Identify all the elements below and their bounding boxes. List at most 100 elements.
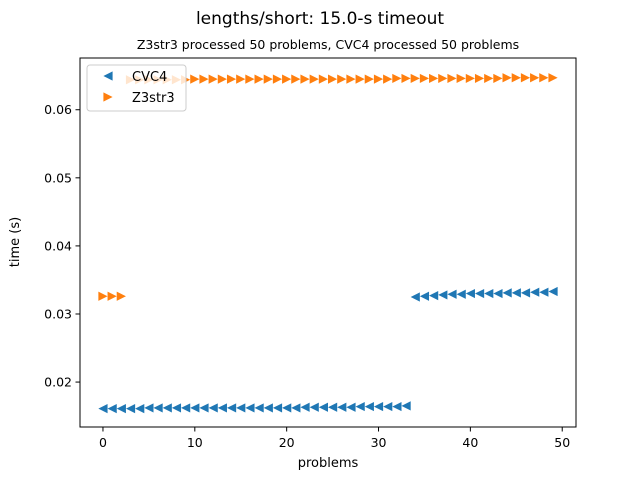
point-cvc4-28 (355, 401, 365, 412)
y-axis-label: time (s) (8, 217, 23, 267)
x-axis-label: problems (298, 456, 359, 471)
point-z3str3-42 (484, 73, 494, 84)
point-cvc4-45 (511, 288, 521, 298)
point-cvc4-42 (484, 288, 494, 299)
point-cvc4-24 (318, 402, 329, 412)
point-cvc4-10 (190, 403, 200, 413)
point-cvc4-31 (383, 401, 393, 412)
chart-title: lengths/short: 15.0-s timeout (196, 9, 444, 29)
point-cvc4-47 (530, 287, 540, 297)
point-z3str3-29 (364, 74, 374, 84)
point-z3str3-11 (199, 74, 209, 84)
point-z3str3-15 (236, 74, 246, 84)
point-z3str3-43 (493, 73, 503, 84)
point-cvc4-34 (410, 292, 420, 302)
point-z3str3-45 (511, 73, 521, 83)
point-z3str3-27 (346, 74, 356, 84)
point-cvc4-1 (107, 404, 117, 414)
x-tick-label-40: 40 (462, 435, 478, 450)
point-cvc4-25 (327, 402, 338, 412)
point-cvc4-2 (116, 404, 126, 414)
x-tick-label-10: 10 (187, 435, 203, 450)
point-cvc4-8 (171, 403, 182, 413)
point-cvc4-4 (135, 404, 145, 414)
point-z3str3-47 (530, 73, 540, 83)
point-cvc4-37 (438, 290, 448, 300)
point-cvc4-46 (520, 288, 531, 298)
point-cvc4-41 (474, 288, 485, 299)
point-z3str3-25 (327, 74, 338, 84)
legend-label-z3str3: Z3str3 (132, 91, 175, 106)
point-cvc4-19 (272, 403, 283, 413)
axes-frame (79, 57, 577, 428)
point-cvc4-44 (502, 288, 512, 298)
point-cvc4-11 (199, 403, 209, 413)
point-z3str3-16 (245, 74, 255, 84)
point-cvc4-33 (401, 401, 411, 411)
point-cvc4-23 (309, 402, 319, 412)
point-z3str3-1 (107, 291, 117, 301)
y-tick-label-1: 0.03 (44, 306, 72, 321)
point-cvc4-36 (429, 291, 439, 301)
x-axis: 0 10 20 30 40 50 (99, 427, 570, 450)
point-cvc4-40 (465, 288, 475, 299)
point-z3str3-30 (373, 74, 384, 84)
point-z3str3-36 (429, 73, 439, 84)
point-cvc4-17 (254, 403, 264, 413)
y-tick-label-3: 0.05 (44, 170, 72, 185)
point-cvc4-18 (263, 403, 273, 413)
point-z3str3-48 (539, 73, 549, 83)
point-z3str3-26 (337, 74, 347, 84)
point-cvc4-13 (217, 403, 227, 413)
point-cvc4-5 (144, 403, 154, 413)
point-z3str3-24 (318, 74, 329, 84)
point-z3str3-12 (208, 74, 218, 84)
point-z3str3-14 (226, 74, 237, 84)
point-cvc4-12 (208, 403, 218, 413)
point-z3str3-44 (502, 73, 512, 83)
point-z3str3-34 (410, 73, 420, 84)
point-cvc4-48 (539, 287, 549, 297)
point-z3str3-17 (254, 74, 264, 84)
point-cvc4-15 (236, 403, 246, 413)
point-cvc4-21 (291, 403, 301, 413)
legend-marker-z3str3 (103, 92, 113, 102)
point-cvc4-29 (364, 401, 374, 412)
point-cvc4-3 (125, 404, 136, 414)
point-cvc4-16 (245, 403, 255, 413)
point-z3str3-0 (98, 291, 108, 301)
point-cvc4-39 (456, 289, 466, 299)
legend: CVC4 Z3str3 (86, 64, 187, 112)
y-axis: 0.02 0.03 0.04 0.05 0.06 (44, 102, 80, 390)
point-z3str3-23 (309, 74, 319, 84)
point-z3str3-40 (465, 73, 475, 84)
point-cvc4-6 (153, 403, 163, 413)
point-cvc4-26 (337, 402, 347, 412)
point-z3str3-37 (438, 73, 448, 84)
point-z3str3-2 (116, 291, 126, 301)
point-cvc4-43 (493, 288, 503, 299)
point-z3str3-28 (355, 74, 365, 84)
point-z3str3-20 (282, 74, 292, 84)
x-tick-label-20: 20 (279, 435, 295, 450)
point-z3str3-35 (419, 73, 430, 84)
x-tick-label-50: 50 (554, 435, 570, 450)
point-z3str3-33 (401, 73, 411, 84)
legend-marker-cvc4 (103, 71, 113, 81)
x-tick-label-30: 30 (371, 435, 387, 450)
legend-label-cvc4: CVC4 (132, 70, 167, 85)
point-cvc4-49 (548, 286, 558, 297)
point-z3str3-38 (447, 73, 457, 84)
point-cvc4-30 (373, 401, 384, 412)
point-cvc4-22 (300, 402, 310, 412)
point-z3str3-21 (291, 74, 301, 84)
point-cvc4-9 (181, 403, 191, 413)
y-tick-label-0: 0.02 (44, 375, 72, 390)
y-tick-label-4: 0.06 (44, 102, 72, 117)
point-z3str3-19 (272, 74, 283, 84)
point-z3str3-18 (263, 74, 273, 84)
point-cvc4-27 (346, 402, 356, 412)
point-cvc4-32 (392, 401, 402, 412)
y-tick-label-2: 0.04 (44, 238, 72, 253)
